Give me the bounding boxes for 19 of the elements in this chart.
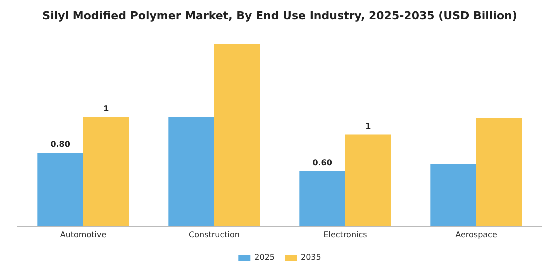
- x-tick-label: Automotive: [60, 230, 107, 240]
- data-label: 1: [104, 104, 110, 114]
- bar: [300, 171, 346, 226]
- bar: [430, 164, 476, 226]
- data-label: 1: [366, 122, 372, 131]
- bar: [84, 117, 130, 226]
- legend-label: 2035: [301, 253, 322, 262]
- data-label: 0.60: [312, 158, 333, 168]
- x-tick-label: Electronics: [324, 230, 368, 240]
- x-tick-label: Aerospace: [456, 230, 498, 240]
- bar: [476, 118, 522, 226]
- x-tick-label: Construction: [189, 230, 240, 240]
- bar: [38, 153, 84, 226]
- bar: [214, 44, 260, 226]
- bar: [168, 117, 214, 226]
- legend-label: 2025: [254, 253, 275, 262]
- data-label: 0.80: [50, 140, 71, 150]
- bar: [346, 134, 392, 226]
- chart-title: Silyl Modified Polymer Market, By End Use Industry, 2025-2035 (USD Billion): [42, 9, 518, 22]
